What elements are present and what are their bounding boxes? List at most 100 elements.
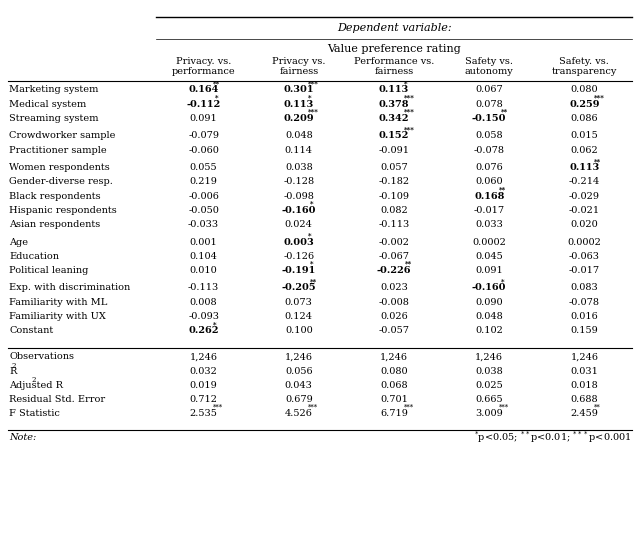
Text: -0.021: -0.021 bbox=[569, 206, 600, 215]
Text: 0.104: 0.104 bbox=[189, 252, 218, 261]
Text: Observations: Observations bbox=[10, 352, 74, 361]
Text: 0.001: 0.001 bbox=[189, 237, 218, 247]
Text: 0.038: 0.038 bbox=[476, 367, 503, 376]
Text: 2: 2 bbox=[12, 362, 16, 370]
Text: Age: Age bbox=[10, 237, 28, 247]
Text: 0.301: 0.301 bbox=[284, 85, 314, 94]
Text: 0.068: 0.068 bbox=[380, 381, 408, 390]
Text: 1,246: 1,246 bbox=[476, 352, 503, 361]
Text: Medical system: Medical system bbox=[10, 100, 86, 109]
Text: -0.008: -0.008 bbox=[379, 298, 410, 307]
Text: 0.024: 0.024 bbox=[285, 220, 313, 229]
Text: -0.078: -0.078 bbox=[474, 146, 505, 155]
Text: Constant: Constant bbox=[10, 326, 54, 335]
Text: ***: *** bbox=[213, 403, 223, 411]
Text: -0.060: -0.060 bbox=[188, 146, 219, 155]
Text: 3.009: 3.009 bbox=[476, 409, 503, 418]
Text: -0.079: -0.079 bbox=[188, 131, 219, 141]
Text: ***: *** bbox=[403, 125, 414, 134]
Text: -0.205: -0.205 bbox=[282, 283, 316, 293]
Text: -0.160: -0.160 bbox=[282, 206, 316, 215]
Text: Familiarity with UX: Familiarity with UX bbox=[10, 312, 106, 321]
Text: 0.152: 0.152 bbox=[379, 131, 409, 141]
Text: 0.056: 0.056 bbox=[285, 367, 312, 376]
Text: -0.113: -0.113 bbox=[378, 220, 410, 229]
Text: Note:: Note: bbox=[10, 433, 36, 442]
Text: 0.080: 0.080 bbox=[571, 85, 598, 94]
Text: ***: *** bbox=[594, 94, 605, 102]
Text: 0.083: 0.083 bbox=[570, 283, 598, 293]
Text: Asian respondents: Asian respondents bbox=[10, 220, 100, 229]
Text: 0.048: 0.048 bbox=[285, 131, 313, 141]
Text: 0.057: 0.057 bbox=[380, 163, 408, 172]
Text: 0.091: 0.091 bbox=[476, 266, 503, 275]
Text: 0.033: 0.033 bbox=[476, 220, 503, 229]
Text: -0.017: -0.017 bbox=[569, 266, 600, 275]
Text: 0.0002: 0.0002 bbox=[472, 237, 506, 247]
Text: ***: *** bbox=[403, 94, 414, 102]
Text: 2.535: 2.535 bbox=[189, 409, 218, 418]
Text: F Statistic: F Statistic bbox=[10, 409, 60, 418]
Text: Value preference rating: Value preference rating bbox=[327, 44, 461, 54]
Text: 0.091: 0.091 bbox=[189, 114, 218, 123]
Text: transparency: transparency bbox=[552, 67, 617, 76]
Text: 0.701: 0.701 bbox=[380, 395, 408, 404]
Text: 0.0002: 0.0002 bbox=[568, 237, 602, 247]
Text: -0.126: -0.126 bbox=[284, 252, 314, 261]
Text: Political leaning: Political leaning bbox=[10, 266, 89, 275]
Text: -0.002: -0.002 bbox=[378, 237, 410, 247]
Text: *: * bbox=[308, 94, 312, 102]
Text: 0.038: 0.038 bbox=[285, 163, 313, 172]
Text: 2: 2 bbox=[31, 376, 36, 384]
Text: 0.060: 0.060 bbox=[476, 178, 503, 186]
Text: 1,246: 1,246 bbox=[380, 352, 408, 361]
Text: 0.679: 0.679 bbox=[285, 395, 313, 404]
Text: 0.114: 0.114 bbox=[285, 146, 313, 155]
Text: -0.214: -0.214 bbox=[569, 178, 600, 186]
Text: 0.048: 0.048 bbox=[476, 312, 503, 321]
Text: 0.010: 0.010 bbox=[189, 266, 218, 275]
Text: -0.226: -0.226 bbox=[377, 266, 412, 275]
Text: fairness: fairness bbox=[374, 67, 413, 76]
Text: 0.090: 0.090 bbox=[476, 298, 503, 307]
Text: *: * bbox=[213, 320, 217, 328]
Text: -0.067: -0.067 bbox=[378, 252, 410, 261]
Text: 0.032: 0.032 bbox=[189, 367, 218, 376]
Text: 1,246: 1,246 bbox=[570, 352, 598, 361]
Text: 0.159: 0.159 bbox=[570, 326, 598, 335]
Text: **: ** bbox=[594, 403, 600, 411]
Text: fairness: fairness bbox=[279, 67, 319, 76]
Text: 1,246: 1,246 bbox=[285, 352, 313, 361]
Text: 0.023: 0.023 bbox=[380, 283, 408, 293]
Text: Performance vs.: Performance vs. bbox=[354, 58, 434, 66]
Text: 0.086: 0.086 bbox=[571, 114, 598, 123]
Text: -0.091: -0.091 bbox=[378, 146, 410, 155]
Text: 0.082: 0.082 bbox=[380, 206, 408, 215]
Text: 0.076: 0.076 bbox=[476, 163, 503, 172]
Text: -0.182: -0.182 bbox=[378, 178, 410, 186]
Text: 6.719: 6.719 bbox=[380, 409, 408, 418]
Text: Privacy vs.: Privacy vs. bbox=[272, 58, 326, 66]
Text: -0.078: -0.078 bbox=[569, 298, 600, 307]
Text: 0.008: 0.008 bbox=[190, 298, 218, 307]
Text: 0.016: 0.016 bbox=[570, 312, 598, 321]
Text: 0.067: 0.067 bbox=[476, 85, 503, 94]
Text: autonomy: autonomy bbox=[465, 67, 513, 76]
Text: -0.098: -0.098 bbox=[284, 192, 314, 200]
Text: -0.093: -0.093 bbox=[188, 312, 219, 321]
Text: Streaming system: Streaming system bbox=[10, 114, 99, 123]
Text: 0.378: 0.378 bbox=[379, 100, 409, 109]
Text: -0.050: -0.050 bbox=[188, 206, 219, 215]
Text: 0.665: 0.665 bbox=[476, 395, 503, 404]
Text: *: * bbox=[308, 231, 312, 239]
Text: 0.020: 0.020 bbox=[570, 220, 598, 229]
Text: Women respondents: Women respondents bbox=[10, 163, 110, 172]
Text: 0.025: 0.025 bbox=[476, 381, 503, 390]
Text: Residual Std. Error: Residual Std. Error bbox=[10, 395, 106, 404]
Text: *: * bbox=[215, 94, 219, 102]
Text: Practitioner sample: Practitioner sample bbox=[10, 146, 107, 155]
Text: Gender-diverse resp.: Gender-diverse resp. bbox=[10, 178, 113, 186]
Text: **: ** bbox=[594, 157, 601, 165]
Text: *: * bbox=[310, 200, 314, 208]
Text: -0.063: -0.063 bbox=[569, 252, 600, 261]
